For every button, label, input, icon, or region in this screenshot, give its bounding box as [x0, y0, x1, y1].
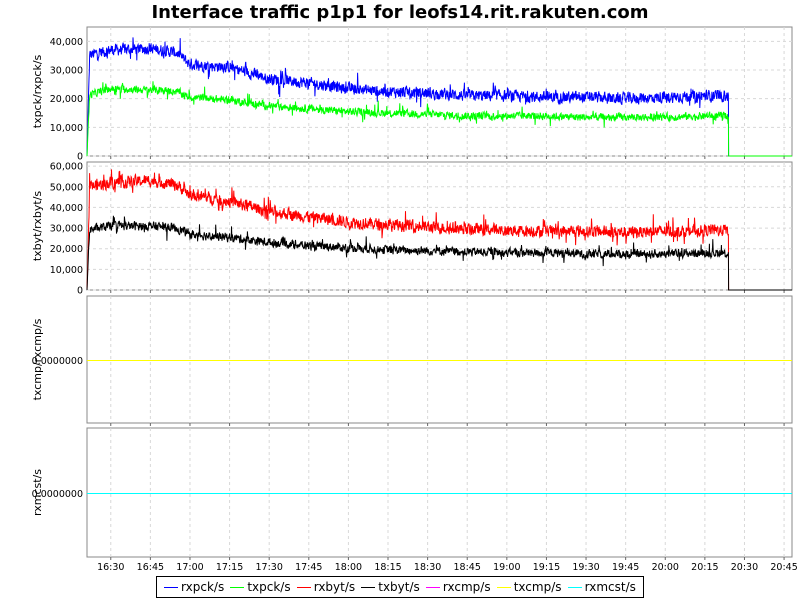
y-axis-label: txpck/rxpck/s [31, 54, 44, 128]
y-tick-label: 60,000 [50, 162, 83, 173]
y-axis-label: txbyt/rxbyt/s [31, 191, 44, 262]
x-tick-label: 18:30 [414, 562, 441, 573]
legend-item-txbyt: txbyt/s [361, 580, 420, 594]
legend-label: rxpck/s [181, 580, 225, 594]
legend-item-txpck: txpck/s [230, 580, 291, 594]
legend-item-rxcmp: rxcmp/s [425, 580, 491, 594]
x-tick-label: 16:45 [137, 562, 164, 573]
series-line-rxbyt [86, 169, 792, 291]
x-tick-label: 18:00 [335, 562, 362, 573]
panel-frame [86, 26, 793, 157]
y-tick-label: 30,000 [50, 224, 83, 235]
y-tick-label: 10,000 [50, 123, 83, 134]
legend-item-rxpck: rxpck/s [164, 580, 224, 594]
panel-frame [86, 427, 793, 558]
y-tick-label: 0 [77, 286, 83, 297]
legend-swatch [361, 586, 376, 588]
legend-label: txpck/s [247, 580, 291, 594]
panel-frame [86, 161, 793, 291]
legend-label: txcmp/s [513, 580, 562, 594]
y-tick-label: 0 [77, 152, 83, 163]
legend-swatch [296, 586, 311, 588]
legend-swatch [567, 586, 582, 588]
series-line-rxpck [86, 37, 792, 157]
legend-label: rxcmp/s [442, 580, 491, 594]
legend-item-rxmcst: rxmcst/s [567, 580, 636, 594]
legend-item-txcmp: txcmp/s [496, 580, 562, 594]
y-tick-label: 30,000 [50, 66, 83, 77]
chart-title: Interface traffic p1p1 for leofs14.rit.r… [151, 2, 649, 23]
y-axis-label: txcmp/rxcmp/s [31, 318, 44, 400]
y-tick-label: 40,000 [50, 203, 83, 214]
legend-swatch [425, 586, 440, 588]
y-tick-label: 0.0000000 [32, 356, 83, 367]
x-tick-label: 16:30 [97, 562, 124, 573]
legend-swatch [164, 586, 179, 588]
y-tick-label: 40,000 [50, 37, 83, 48]
chart-panel: txbyt/rxbyt/s 0 10,000 20,000 30,000 40,000 50… [31, 161, 793, 297]
y-tick-label: 10,000 [50, 265, 83, 276]
series-line-txbyt [86, 215, 792, 291]
y-tick-label: 20,000 [50, 94, 83, 105]
x-tick-label: 17:45 [295, 562, 322, 573]
legend-swatch [230, 586, 245, 588]
panel-frame [86, 295, 793, 424]
y-tick-label: 20,000 [50, 244, 83, 255]
x-tick-label: 19:00 [493, 562, 520, 573]
x-tick-label: 18:15 [374, 562, 401, 573]
x-tick-label: 19:30 [572, 562, 599, 573]
legend-label: rxbyt/s [313, 580, 356, 594]
legend-label: txbyt/s [378, 580, 420, 594]
x-tick-label: 20:30 [731, 562, 758, 573]
x-tick-label: 20:45 [770, 562, 797, 573]
chart-panel: rxmcst/s0.0000000 [31, 427, 793, 560]
legend-swatch [496, 586, 511, 588]
chart-panel: txcmp/rxcmp/s0.0000000 [31, 295, 793, 426]
y-axis-label: rxmcst/s [31, 469, 44, 516]
legend-item-rxbyt: rxbyt/s [296, 580, 356, 594]
x-tick-label: 19:15 [533, 562, 560, 573]
x-tick-label: 20:15 [691, 562, 718, 573]
x-tick-label: 17:15 [216, 562, 243, 573]
y-tick-label: 0.0000000 [32, 489, 83, 500]
series-line-txpck [86, 81, 792, 157]
x-tick-label: 19:45 [612, 562, 639, 573]
x-tick-label: 17:00 [176, 562, 203, 573]
x-tick-label: 20:00 [652, 562, 679, 573]
chart-area: txpck/rxpck/s010,00020,00030,00040,000tx… [31, 26, 798, 573]
chart-panel: txpck/rxpck/s 0 10,000 20,000 30,000 40,000 [31, 26, 793, 163]
chart-legend: rxpck/s txpck/s rxbyt/s txbyt/s rxcmp/s … [156, 576, 644, 598]
x-tick-label: 18:45 [454, 562, 481, 573]
x-tick-label: 17:30 [255, 562, 282, 573]
legend-label: rxmcst/s [584, 580, 636, 594]
y-tick-label: 50,000 [50, 182, 83, 193]
